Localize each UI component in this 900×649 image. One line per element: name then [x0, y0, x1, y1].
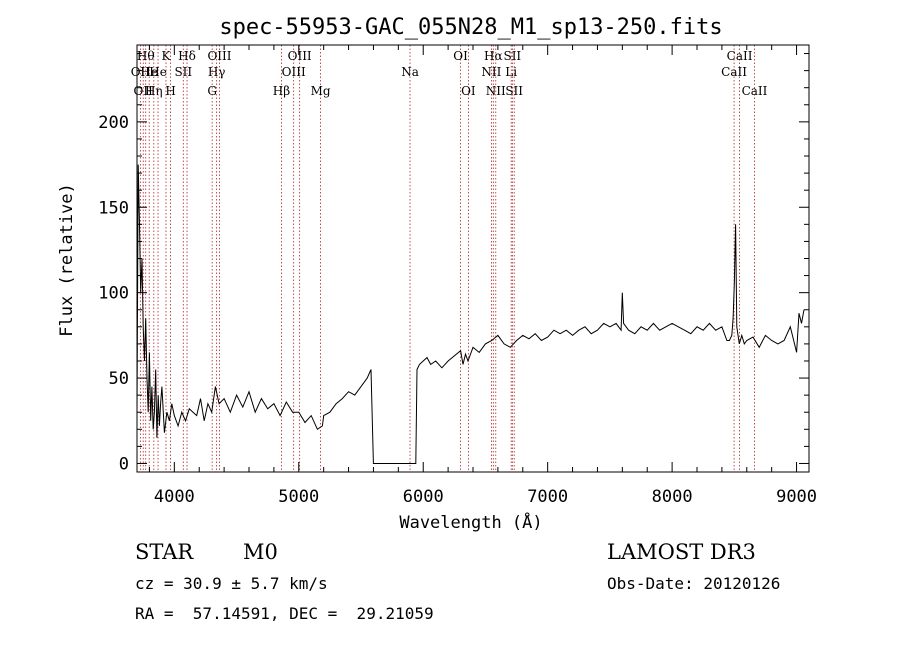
- line-label-6: K: [162, 49, 172, 63]
- survey-name: LAMOST DR3: [607, 540, 756, 564]
- line-label-23: Li: [505, 65, 517, 79]
- x-axis-label: Wavelength (Å): [399, 511, 542, 533]
- line-label-2: Hθ: [137, 49, 155, 63]
- object-class: STAR: [135, 540, 194, 564]
- line-label-14: OIII: [282, 65, 306, 79]
- line-label-17: Na: [401, 65, 419, 79]
- line-label-26: CaII: [721, 65, 747, 79]
- coordinates-readout: RA = 57.14591, DEC = 29.21059: [135, 604, 434, 623]
- line-label-0: OII: [131, 65, 151, 79]
- x-tick-label-0: 4000: [154, 487, 195, 507]
- spectrum-series-line: [136, 164, 805, 464]
- x-tick-label-3: 7000: [527, 487, 568, 507]
- line-label-8: SII: [174, 65, 192, 79]
- line-label-5: He: [149, 65, 167, 79]
- line-labels: OIIOIIHθHeHηHeKHSIIHδGHγOIIIHβOIIIOIIIMg…: [131, 49, 768, 98]
- line-label-4: Hη: [145, 84, 163, 98]
- line-label-12: OIII: [207, 49, 231, 63]
- y-tick-label-0: 0: [119, 454, 129, 474]
- y-tick-label-3: 150: [98, 198, 129, 218]
- line-label-27: CaII: [727, 49, 753, 63]
- line-label-15: OIII: [288, 49, 312, 63]
- line-label-25: SII: [505, 84, 523, 98]
- line-label-18: OI: [453, 49, 468, 63]
- line-label-21: Hα: [484, 49, 503, 63]
- line-label-13: Hβ: [273, 84, 290, 98]
- line-label-24: SII: [503, 49, 521, 63]
- line-label-10: G: [207, 84, 217, 98]
- y-tick-label-4: 200: [98, 113, 129, 133]
- x-tick-label-2: 6000: [403, 487, 444, 507]
- y-axis-label: Flux (relative): [57, 183, 77, 337]
- line-label-16: Mg: [311, 84, 331, 98]
- chart-title: spec-55953-GAC_055N28_M1_sp13-250.fits: [219, 15, 722, 40]
- line-label-11: Hγ: [208, 65, 226, 79]
- y-tick-label-1: 50: [109, 369, 129, 389]
- plot-frame: [136, 44, 810, 473]
- line-label-28: CaII: [742, 84, 768, 98]
- line-label-7: H: [165, 84, 175, 98]
- x-tick-label-4: 8000: [652, 487, 693, 507]
- x-axis-ticks: 4000 5000 6000 7000 8000 9000: [148, 45, 817, 507]
- observation-date: Obs-Date: 20120126: [607, 574, 781, 593]
- line-markers: [139, 45, 755, 472]
- line-label-9: Hδ: [178, 49, 196, 63]
- redshift-readout: cz = 30.9 ± 5.7 km/s: [135, 574, 328, 593]
- line-label-20: NII: [481, 65, 501, 79]
- line-label-3: He: [140, 65, 158, 79]
- x-tick-label-5: 9000: [776, 487, 817, 507]
- y-axis-ticks: 0 50 100 150 200: [98, 53, 809, 474]
- x-tick-label-1: 5000: [278, 487, 319, 507]
- y-tick-label-2: 100: [98, 284, 129, 304]
- line-label-19: OI: [461, 84, 476, 98]
- object-subclass: M0: [243, 540, 278, 564]
- line-label-22: NII: [486, 84, 506, 98]
